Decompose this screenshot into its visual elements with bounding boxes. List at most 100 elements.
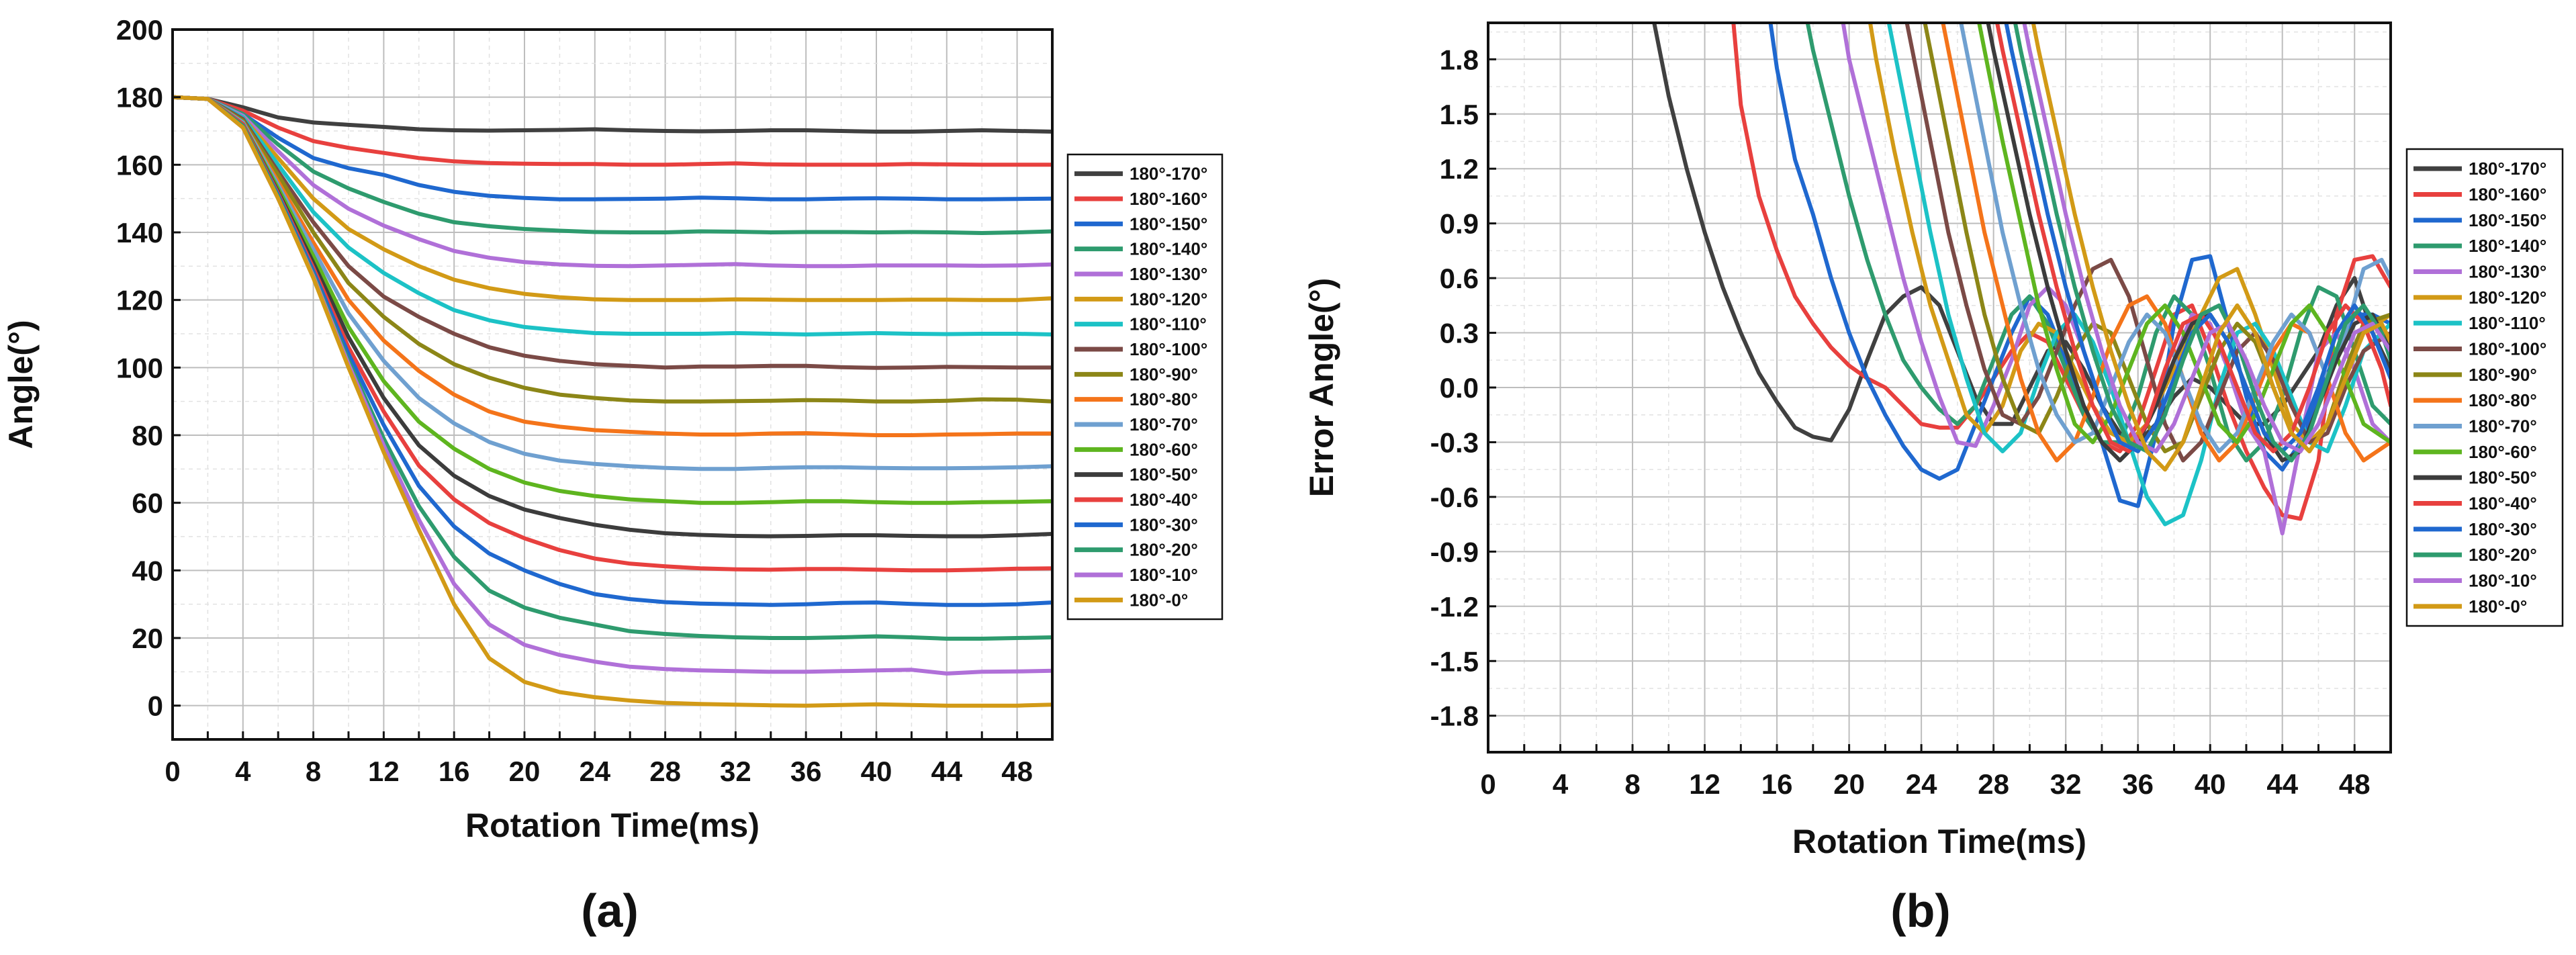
x-tick-label: 4 [235, 756, 251, 787]
plot-frame [171, 28, 1054, 741]
x-axis: 0 4 8 12 16 20 24 28 32 36 40 44 48 [1480, 744, 2392, 800]
x-tick-label: 0 [1480, 768, 1496, 800]
x-tick-label: 8 [306, 756, 321, 787]
y-tick-label: -1.5 [1430, 645, 1479, 677]
legend-label: 180°-120° [1130, 289, 1207, 309]
legend-label: 180°-170° [1130, 164, 1207, 184]
legend-label: 180°-100° [1130, 339, 1207, 359]
legend-label: 180°-70° [2469, 416, 2537, 437]
x-tick-label: 16 [439, 756, 470, 787]
series-line [1977, 23, 2391, 445]
legend-label: 180°-170° [2469, 158, 2546, 179]
y-axis-title: Angle(°) [2, 320, 40, 449]
series-line [173, 95, 1052, 437]
y-tick-label: 40 [132, 555, 163, 586]
legend-label: 180°-40° [1130, 490, 1198, 510]
x-tick-label: 4 [1553, 768, 1569, 800]
series-line [1652, 23, 2391, 445]
x-tick-label: 48 [2339, 768, 2371, 800]
series-line [173, 95, 1052, 302]
series-line [173, 95, 1052, 370]
y-axis-title: Error Angle(°) [1303, 278, 1340, 498]
x-tick-label: 0 [165, 756, 180, 787]
y-tick-label: 1.2 [1440, 153, 1479, 185]
x-tick-label: 12 [368, 756, 400, 787]
series-line [2013, 23, 2391, 463]
legend-label: 180°-60° [2469, 442, 2537, 462]
series-line [173, 95, 1052, 269]
legend-label: 180°-0° [2469, 596, 2527, 617]
x-tick-label: 40 [2195, 768, 2226, 800]
y-axis: 1.8 1.5 1.2 0.9 0.6 0.3 0.0 -0.3 -0.6 -0.9 -1.2 -1.… [1430, 44, 1496, 732]
legend-label: 180°-10° [2469, 571, 2537, 591]
series-line [173, 95, 1052, 201]
chart-panel-b: 0 4 8 12 16 20 24 28 32 36 40 44 481.81.51.20.90.60.… [1303, 21, 2564, 860]
legend-label: 180°-100° [2469, 339, 2546, 359]
legend-label: 180°-90° [2469, 365, 2537, 385]
x-tick-label: 28 [649, 756, 681, 787]
series-lines [1652, 23, 2391, 536]
legend-label: 180°-30° [2469, 519, 2537, 539]
y-tick-label: 100 [116, 352, 163, 383]
legend-label: 180°-20° [2469, 545, 2537, 565]
y-tick-label: 80 [132, 420, 163, 451]
series-line [173, 95, 1052, 167]
x-tick-label: 24 [1906, 768, 1937, 800]
x-tick-label: 36 [2122, 768, 2154, 800]
y-tick-label: 200 [116, 14, 163, 46]
legend-label: 180°-40° [2469, 494, 2537, 514]
legend-label: 180°-150° [2469, 210, 2546, 230]
x-tick-label: 32 [720, 756, 751, 787]
series-line [2031, 23, 2391, 472]
y-tick-label: 140 [116, 217, 163, 248]
x-tick-label: 44 [2266, 768, 2298, 800]
x-tick-label: 28 [1978, 768, 2009, 800]
legend-label: 180°-50° [1130, 465, 1198, 485]
series-line [173, 95, 1052, 404]
y-tick-label: 1.5 [1440, 99, 1479, 130]
legend-label: 180°-120° [2469, 287, 2546, 308]
series-line [173, 95, 1052, 471]
series-line [173, 95, 1052, 676]
grid [1487, 23, 2391, 752]
x-axis: 0 4 8 12 16 20 24 28 32 36 40 44 48 [165, 731, 1054, 787]
legend-label: 180°-150° [1130, 214, 1207, 234]
panel-label-b: (b) [1890, 884, 1950, 937]
x-tick-label: 16 [1761, 768, 1793, 800]
legend-label: 180°-70° [1130, 414, 1198, 435]
y-tick-label: 160 [116, 149, 163, 181]
y-tick-label: 20 [132, 623, 163, 654]
series-line [173, 95, 1052, 505]
legend-label: 180°-20° [1130, 540, 1198, 560]
y-tick-label: 0.9 [1440, 208, 1479, 240]
legend: 180°-170° 180°-160° 180°-150° 180°-140° 180°… [2405, 148, 2564, 627]
y-tick-label: 0.6 [1440, 263, 1479, 294]
y-tick-label: -0.6 [1430, 482, 1479, 513]
chart-panel-a: 0 4 8 12 16 20 24 28 32 36 40 44 4802040608010012014… [2, 14, 1224, 844]
legend-label: 180°-0° [1130, 590, 1188, 610]
series-line [173, 95, 1052, 336]
x-tick-label: 48 [1001, 756, 1033, 787]
y-tick-label: 0 [148, 690, 163, 722]
y-tick-label: -1.2 [1430, 591, 1479, 623]
x-tick-label: 24 [579, 756, 610, 787]
y-tick-label: 60 [132, 488, 163, 519]
legend-label: 180°-30° [1130, 514, 1198, 535]
x-tick-label: 36 [790, 756, 822, 787]
x-tick-label: 32 [2050, 768, 2082, 800]
legend-label: 180°-110° [1130, 314, 1207, 334]
panel-label-a: (a) [581, 884, 639, 937]
x-tick-label: 40 [861, 756, 892, 787]
legend-label: 180°-50° [2469, 467, 2537, 488]
legend-label: 180°-140° [2469, 236, 2546, 256]
y-tick-label: 120 [116, 285, 163, 316]
legend-label: 180°-80° [1130, 390, 1198, 410]
x-tick-label: 12 [1689, 768, 1720, 800]
x-axis-title: Rotation Time(ms) [1792, 823, 2086, 860]
legend-label: 180°-80° [2469, 390, 2537, 410]
legend-label: 180°-60° [1130, 439, 1198, 459]
legend-label: 180°-90° [1130, 364, 1198, 384]
legend-box [1066, 153, 1224, 621]
series-lines [173, 95, 1052, 708]
